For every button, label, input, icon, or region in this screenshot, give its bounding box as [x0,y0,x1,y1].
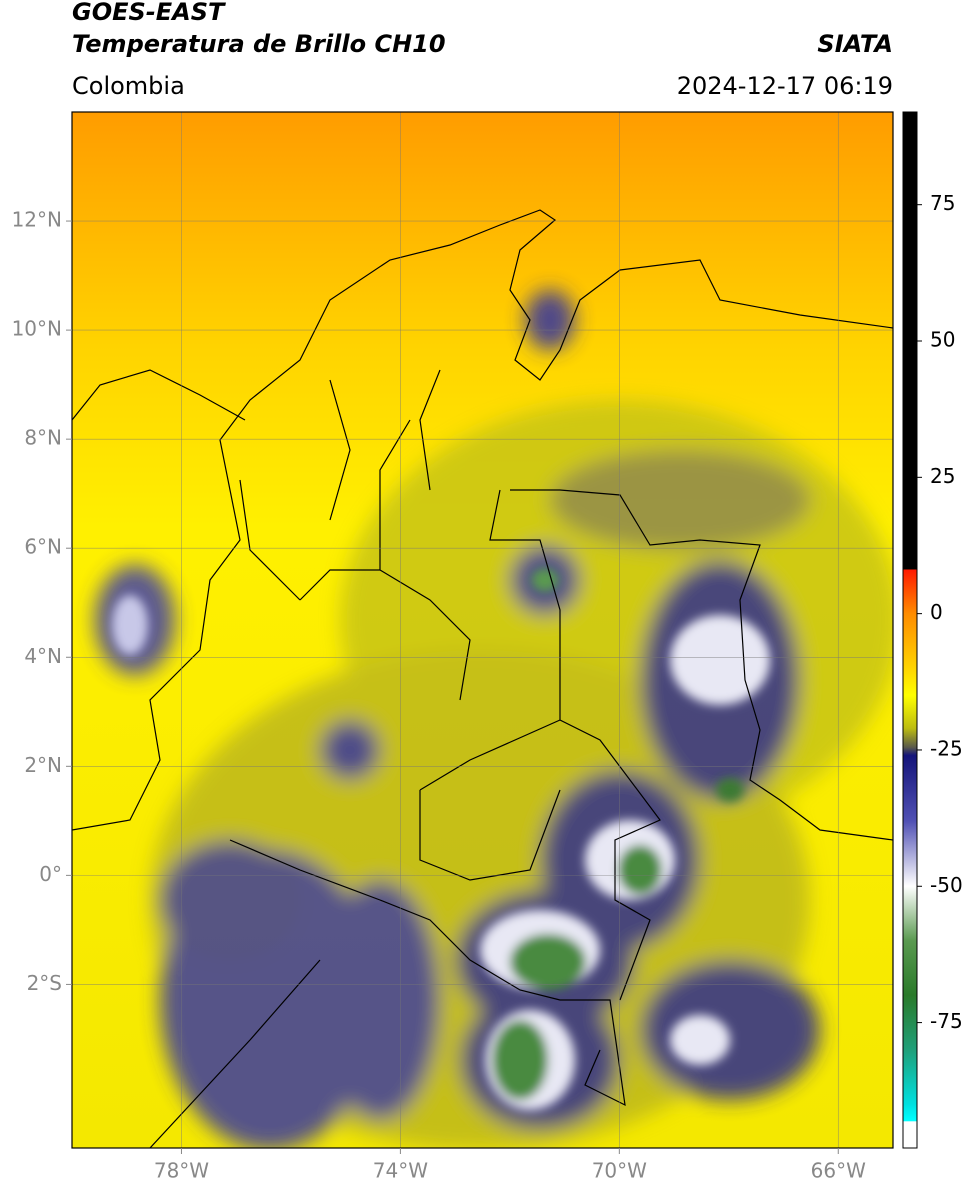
region: Colombia [72,72,185,100]
borders [72,209,893,1148]
y-tick-label: 12°N [12,208,62,232]
colorbar-label: -75 [930,1009,963,1033]
y-tick-label: 6°N [24,535,62,559]
source: GOES-EAST [72,0,226,26]
x-tick-label: 74°W [373,1159,428,1183]
datetime: 2024-12-17 06:19 [677,72,893,100]
colorbar-label: 50 [930,328,955,352]
colorbar-label: -25 [930,736,963,760]
colorbar-label: 25 [930,464,955,488]
colorbar-label: -50 [930,873,963,897]
x-tick-label: 70°W [592,1159,647,1183]
colorbar [902,111,918,1149]
map-frame [71,111,894,1149]
y-tick-label: 2°N [24,753,62,777]
y-tick-label: 0° [39,862,62,886]
product: Temperatura de Brillo CH10 [72,30,446,58]
x-tick-label: 66°W [811,1159,866,1183]
agency: SIATA [817,30,893,58]
colorbar-label: 0 [930,600,943,624]
y-tick-label: 8°N [24,426,62,450]
y-tick-label: 2°S [27,971,62,995]
y-tick-label: 10°N [12,317,62,341]
y-tick-label: 4°N [24,644,62,668]
colorbar-label: 75 [930,191,955,215]
x-tick-label: 78°W [154,1159,209,1183]
satellite-image [72,112,893,1148]
